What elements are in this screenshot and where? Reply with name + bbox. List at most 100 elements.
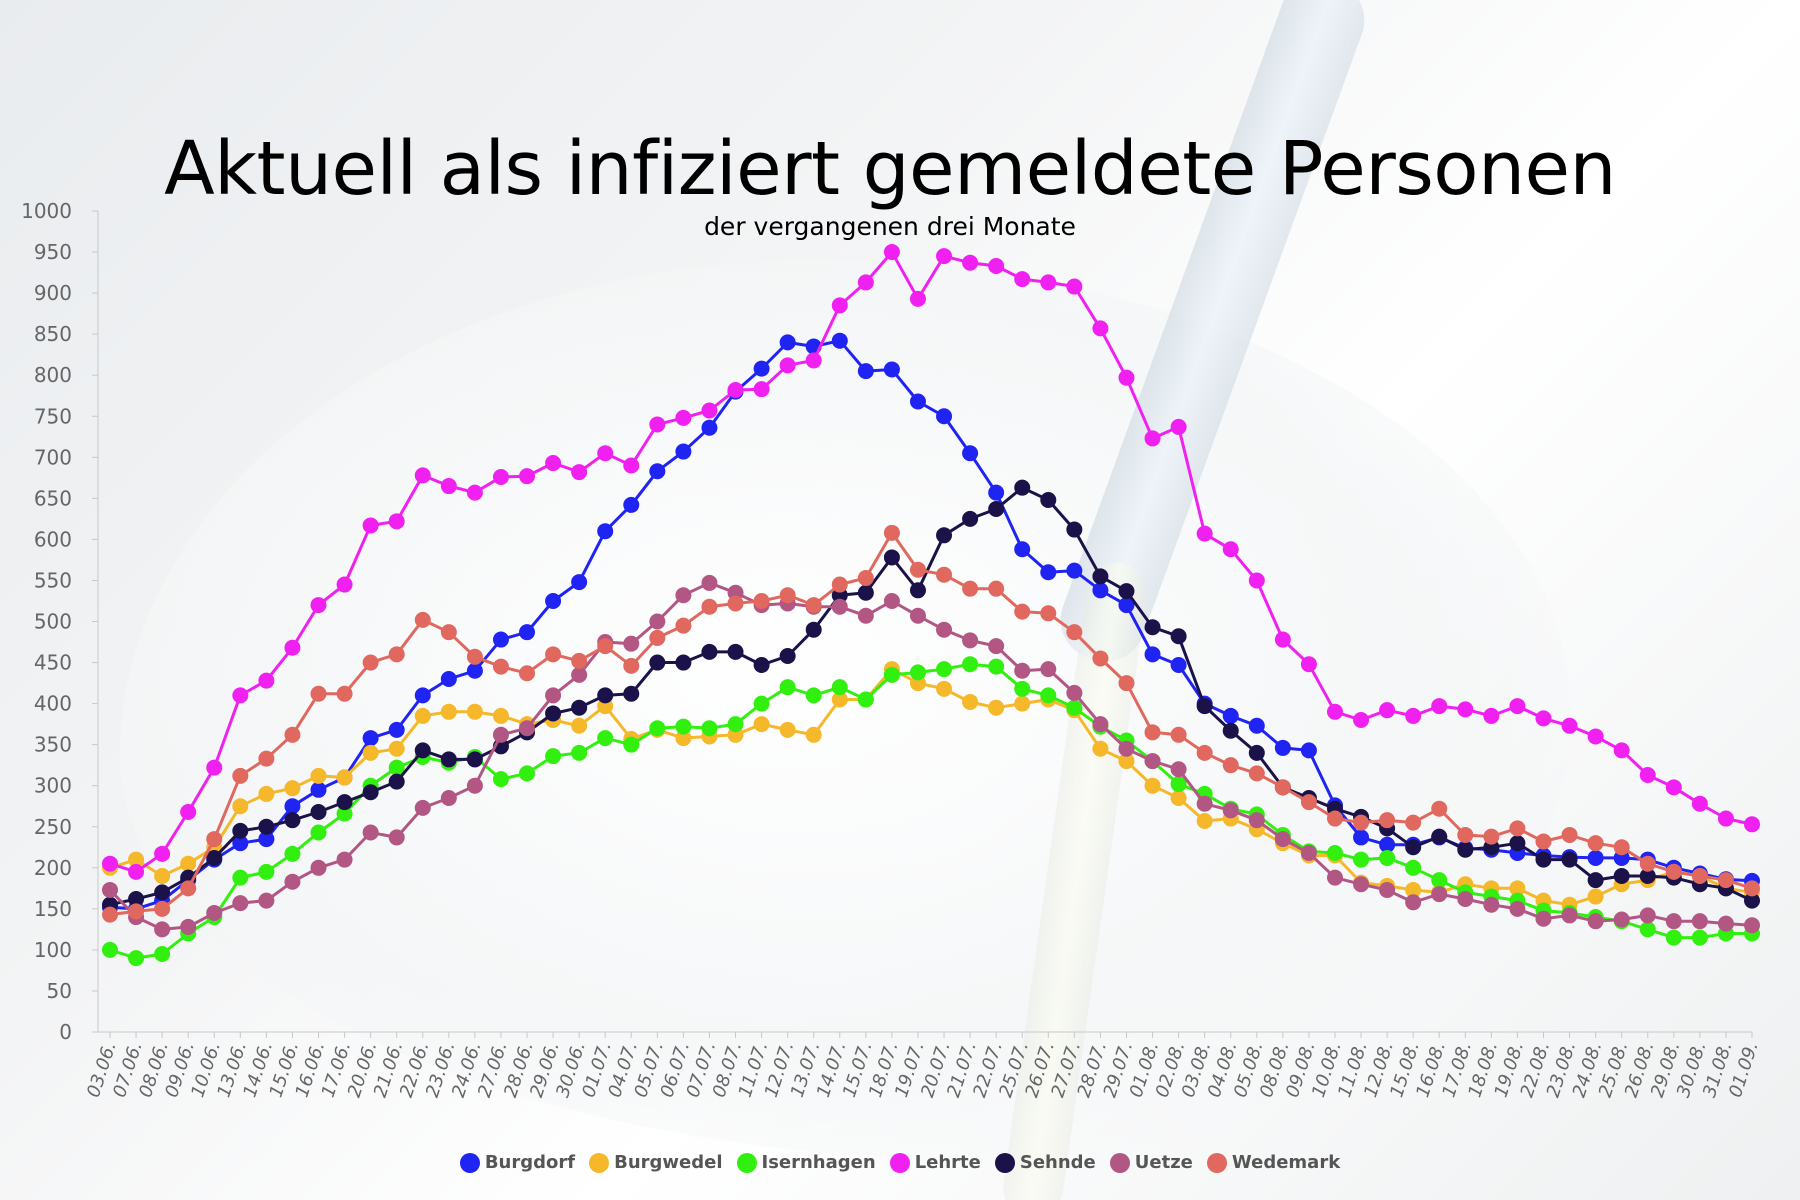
data-point[interactable] (988, 658, 1005, 675)
data-point[interactable] (936, 408, 953, 425)
data-point[interactable] (1144, 430, 1161, 447)
data-point[interactable] (1170, 628, 1187, 645)
data-point[interactable] (519, 765, 536, 782)
data-point[interactable] (440, 624, 457, 641)
data-point[interactable] (1014, 662, 1031, 679)
data-point[interactable] (1431, 872, 1448, 889)
legend-item-uetze[interactable]: Uetze (1109, 1152, 1193, 1173)
data-point[interactable] (831, 576, 848, 593)
data-point[interactable] (701, 402, 718, 419)
data-point[interactable] (805, 621, 822, 638)
data-point[interactable] (1379, 812, 1396, 829)
data-point[interactable] (1066, 521, 1083, 538)
data-point[interactable] (1066, 278, 1083, 295)
data-point[interactable] (675, 654, 692, 671)
data-point[interactable] (1066, 562, 1083, 579)
data-point[interactable] (857, 363, 874, 380)
data-point[interactable] (1014, 541, 1031, 558)
data-point[interactable] (1092, 716, 1109, 733)
data-point[interactable] (1509, 698, 1526, 715)
data-point[interactable] (1431, 698, 1448, 715)
data-point[interactable] (1483, 707, 1500, 724)
data-point[interactable] (727, 716, 744, 733)
data-point[interactable] (492, 726, 509, 743)
data-point[interactable] (1509, 835, 1526, 852)
data-point[interactable] (1040, 274, 1057, 291)
data-point[interactable] (936, 527, 953, 544)
data-point[interactable] (414, 687, 431, 704)
data-point[interactable] (1405, 839, 1422, 856)
data-point[interactable] (1457, 841, 1474, 858)
data-point[interactable] (362, 784, 379, 801)
data-point[interactable] (857, 691, 874, 708)
data-point[interactable] (440, 703, 457, 720)
data-point[interactable] (649, 720, 666, 737)
data-point[interactable] (1144, 646, 1161, 663)
data-point[interactable] (1405, 707, 1422, 724)
data-point[interactable] (1483, 828, 1500, 845)
data-point[interactable] (492, 658, 509, 675)
data-point[interactable] (962, 656, 979, 673)
data-point[interactable] (258, 750, 275, 767)
data-point[interactable] (1092, 582, 1109, 599)
data-point[interactable] (1014, 603, 1031, 620)
data-point[interactable] (310, 685, 327, 702)
data-point[interactable] (623, 736, 640, 753)
data-point[interactable] (388, 721, 405, 738)
data-point[interactable] (1040, 564, 1057, 581)
data-point[interactable] (154, 845, 171, 862)
data-point[interactable] (102, 906, 118, 923)
data-point[interactable] (154, 884, 171, 901)
data-point[interactable] (649, 463, 666, 480)
data-point[interactable] (909, 561, 926, 578)
data-point[interactable] (1639, 868, 1656, 885)
data-point[interactable] (545, 592, 562, 609)
data-point[interactable] (440, 670, 457, 687)
data-point[interactable] (988, 638, 1005, 655)
data-point[interactable] (1274, 831, 1291, 848)
data-point[interactable] (388, 513, 405, 530)
data-point[interactable] (1326, 869, 1343, 886)
data-point[interactable] (571, 652, 588, 669)
data-point[interactable] (128, 890, 145, 907)
data-point[interactable] (753, 695, 770, 712)
data-point[interactable] (831, 332, 848, 349)
data-point[interactable] (492, 771, 509, 788)
data-point[interactable] (1222, 722, 1239, 739)
data-point[interactable] (519, 468, 536, 485)
data-point[interactable] (988, 501, 1005, 518)
data-point[interactable] (1118, 740, 1135, 757)
data-point[interactable] (857, 569, 874, 586)
data-point[interactable] (414, 611, 431, 628)
data-point[interactable] (362, 744, 379, 761)
data-point[interactable] (727, 595, 744, 612)
data-point[interactable] (1300, 845, 1317, 862)
data-point[interactable] (1248, 744, 1265, 761)
data-point[interactable] (180, 803, 197, 820)
data-point[interactable] (1274, 779, 1291, 796)
data-point[interactable] (232, 687, 249, 704)
data-point[interactable] (1300, 656, 1317, 673)
data-point[interactable] (336, 851, 353, 868)
data-point[interactable] (1457, 701, 1474, 718)
data-point[interactable] (284, 726, 301, 743)
data-point[interactable] (440, 751, 457, 768)
data-point[interactable] (545, 646, 562, 663)
data-point[interactable] (1092, 740, 1109, 757)
data-point[interactable] (258, 863, 275, 880)
data-point[interactable] (1744, 816, 1760, 833)
data-point[interactable] (1014, 680, 1031, 697)
data-point[interactable] (1353, 814, 1370, 831)
data-point[interactable] (466, 703, 483, 720)
data-point[interactable] (936, 248, 953, 265)
data-point[interactable] (414, 707, 431, 724)
data-point[interactable] (831, 598, 848, 615)
data-point[interactable] (1222, 707, 1239, 724)
data-point[interactable] (623, 685, 640, 702)
data-point[interactable] (1040, 605, 1057, 622)
data-point[interactable] (1040, 687, 1057, 704)
data-point[interactable] (1587, 728, 1604, 745)
data-point[interactable] (1326, 810, 1343, 827)
data-point[interactable] (1691, 795, 1708, 812)
data-point[interactable] (962, 632, 979, 649)
